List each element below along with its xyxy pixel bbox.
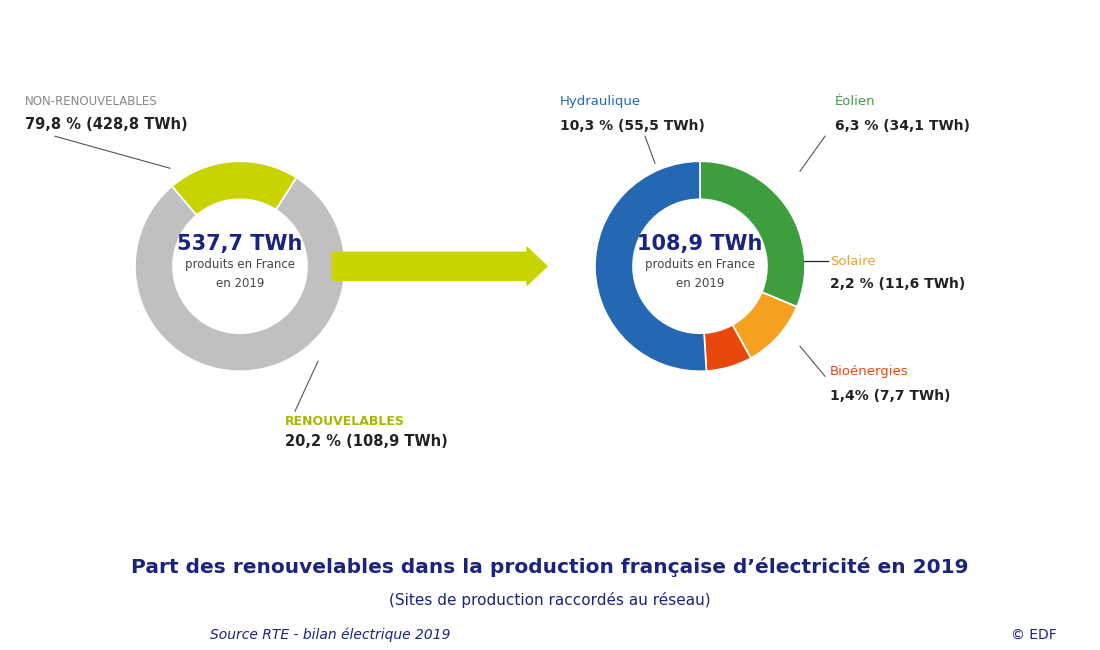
Text: NON-RENOUVELABLES: NON-RENOUVELABLES <box>25 95 157 108</box>
Text: Hydraulique: Hydraulique <box>560 95 641 108</box>
Text: produits en France: produits en France <box>185 258 295 271</box>
Text: RENOUVELABLES: RENOUVELABLES <box>285 415 405 428</box>
FancyArrow shape <box>332 247 547 285</box>
Wedge shape <box>704 325 751 371</box>
Text: © EDF: © EDF <box>1011 628 1057 642</box>
Text: Éolien: Éolien <box>835 95 876 108</box>
Text: 10,3 % (55,5 TWh): 10,3 % (55,5 TWh) <box>560 119 705 133</box>
Text: produits en France: produits en France <box>645 258 755 271</box>
Wedge shape <box>135 177 345 371</box>
Wedge shape <box>595 161 706 371</box>
Text: 6,3 % (34,1 TWh): 6,3 % (34,1 TWh) <box>835 119 970 133</box>
Wedge shape <box>172 161 296 215</box>
Text: Source RTE - bilan électrique 2019: Source RTE - bilan électrique 2019 <box>210 628 450 642</box>
Text: 537,7 TWh: 537,7 TWh <box>177 234 302 254</box>
Text: 2,2 % (11,6 TWh): 2,2 % (11,6 TWh) <box>830 278 966 291</box>
Text: 108,9 TWh: 108,9 TWh <box>637 234 762 254</box>
Text: 79,8 % (428,8 TWh): 79,8 % (428,8 TWh) <box>25 117 188 132</box>
Text: 1,4% (7,7 TWh): 1,4% (7,7 TWh) <box>830 389 950 403</box>
Text: (Sites de production raccordés au réseau): (Sites de production raccordés au réseau… <box>389 592 711 608</box>
Text: en 2019: en 2019 <box>675 277 724 290</box>
Wedge shape <box>700 161 805 307</box>
Text: 20,2 % (108,9 TWh): 20,2 % (108,9 TWh) <box>285 434 448 448</box>
Text: Bioénergies: Bioénergies <box>830 365 909 378</box>
Text: Solaire: Solaire <box>830 255 876 268</box>
Text: Part des renouvelables dans la production française d’électricité en 2019: Part des renouvelables dans la productio… <box>131 557 969 577</box>
Text: en 2019: en 2019 <box>216 277 264 290</box>
Wedge shape <box>733 292 796 358</box>
